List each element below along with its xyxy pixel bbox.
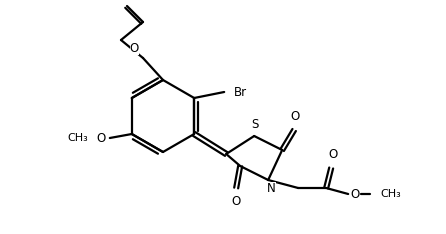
Text: O: O (231, 195, 241, 208)
Text: O: O (97, 132, 106, 145)
Text: N: N (267, 182, 276, 195)
Text: S: S (252, 118, 259, 131)
Text: O: O (290, 110, 300, 123)
Text: CH₃: CH₃ (380, 189, 401, 199)
Text: Br: Br (234, 85, 247, 99)
Text: O: O (130, 42, 139, 55)
Text: O: O (351, 187, 360, 201)
Text: CH₃: CH₃ (67, 133, 88, 143)
Text: O: O (329, 148, 338, 161)
